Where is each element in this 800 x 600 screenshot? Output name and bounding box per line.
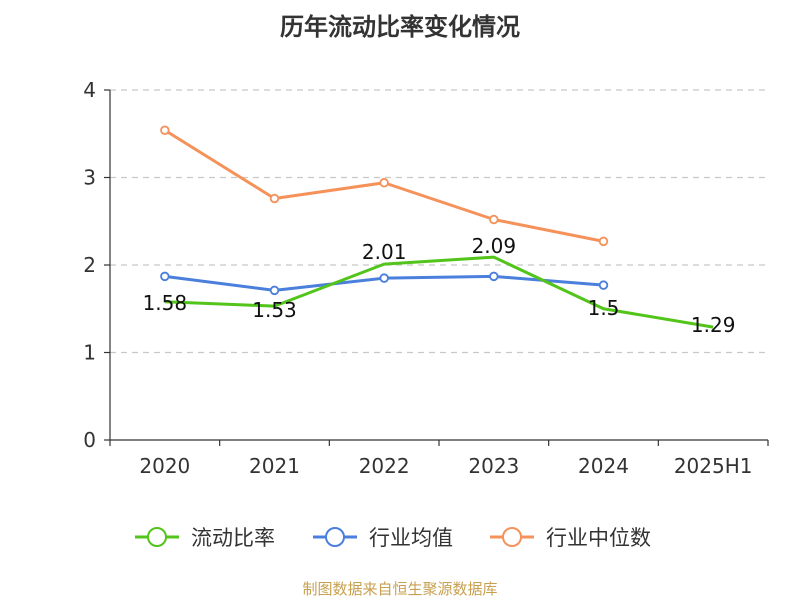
data-label: 2.01 <box>362 240 407 264</box>
data-label: 1.5 <box>588 296 620 320</box>
x-tick-label: 2022 <box>359 454 410 478</box>
data-labels: 1.58 1.53 2.01 2.09 1.5 1.29 <box>143 234 736 337</box>
legend-swatch-marker <box>147 527 167 547</box>
x-tick-label: 2021 <box>249 454 300 478</box>
source-note: 制图数据来自恒生聚源数据库 <box>302 580 497 598</box>
data-point <box>160 271 170 282</box>
data-point <box>489 214 499 225</box>
legend-label: 行业均值 <box>369 526 453 550</box>
x-tick-label: 2023 <box>468 454 519 478</box>
legend: 流动比率 行业均值 行业中位数 <box>135 526 651 550</box>
series-group <box>160 125 714 329</box>
y-tick-label: 3 <box>83 166 96 190</box>
data-point <box>160 125 170 135</box>
grid-lines <box>110 89 768 354</box>
data-point <box>489 271 499 282</box>
data-point <box>269 285 280 296</box>
data-point <box>379 178 389 188</box>
legend-label: 行业中位数 <box>546 526 651 550</box>
legend-item[interactable]: 行业中位数 <box>490 526 651 550</box>
legend-label: 流动比率 <box>191 526 275 550</box>
data-point <box>379 273 389 283</box>
data-point <box>269 193 280 204</box>
series-line <box>164 255 714 329</box>
legend-swatch-marker <box>325 527 345 547</box>
data-label: 2.09 <box>472 234 517 258</box>
chart-title: 历年流动比率变化情况 <box>280 13 520 41</box>
y-tick-label: 2 <box>83 253 96 277</box>
x-tick-label: 2020 <box>139 454 190 478</box>
y-tick-label: 1 <box>83 341 96 365</box>
y-tick-label: 4 <box>83 78 96 102</box>
legend-item[interactable]: 行业均值 <box>313 526 453 550</box>
data-label: 1.53 <box>252 298 297 322</box>
data-label: 1.58 <box>143 291 188 315</box>
x-tick-label: 2025H1 <box>674 454 753 478</box>
data-point <box>598 280 609 290</box>
data-point <box>598 236 609 247</box>
y-tick-label: 0 <box>83 428 96 452</box>
legend-swatch-marker <box>502 527 522 547</box>
x-tick-label: 2024 <box>578 454 629 478</box>
axes: 0 1 2 3 4 2020 2021 2022 2023 2024 2025H1 <box>83 78 769 478</box>
data-label: 1.29 <box>691 313 736 337</box>
legend-item[interactable]: 流动比率 <box>135 526 275 550</box>
